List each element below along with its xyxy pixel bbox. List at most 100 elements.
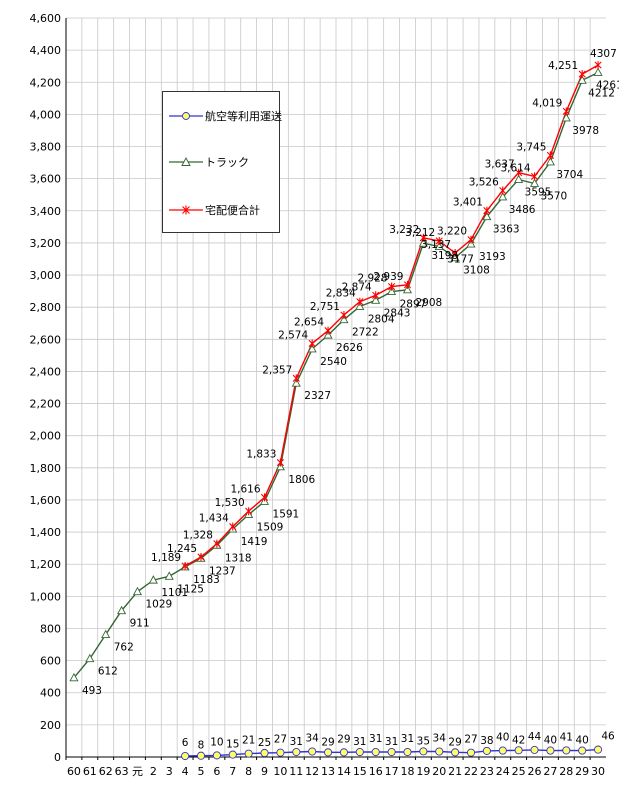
truck-point <box>85 653 95 663</box>
total-data-label: 2,654 <box>294 317 324 329</box>
total-point <box>340 311 348 320</box>
total-data-label: 3,526 <box>469 177 499 189</box>
y-tick-label: 2,600 <box>30 333 62 346</box>
truck-point <box>514 174 524 183</box>
air-point <box>435 747 444 756</box>
y-tick-label: 2,200 <box>30 398 62 411</box>
total-data-label: 3,212 <box>405 227 435 239</box>
truck-data-label: 2540 <box>320 356 347 368</box>
air-point <box>482 746 491 755</box>
air-data-label: 29 <box>321 736 334 748</box>
air-point <box>228 750 237 759</box>
air-data-label: 31 <box>290 736 303 748</box>
x-tick-label: 10 <box>273 765 287 778</box>
truck-point <box>498 192 508 201</box>
gridlines <box>66 17 606 758</box>
total-point <box>483 206 491 215</box>
legend-marker-triangle-icon <box>169 157 203 166</box>
series-line-truck <box>73 71 599 679</box>
total-point <box>372 291 380 300</box>
y-tick-label: 3,800 <box>30 141 62 154</box>
total-point <box>546 151 555 160</box>
truck-point <box>482 211 492 221</box>
truck-point <box>291 378 301 387</box>
y-tick-label: 200 <box>40 719 61 732</box>
air-data-label: 27 <box>274 734 287 746</box>
truck-point <box>307 344 317 353</box>
air-data-label: 31 <box>385 736 398 748</box>
x-tick-label: 3 <box>166 765 173 778</box>
truck-data-label: 2626 <box>336 342 363 354</box>
total-data-label: 3,232 <box>389 224 419 236</box>
total-data-label: 2,939 <box>373 271 403 283</box>
air-data-label: 41 <box>560 731 573 743</box>
x-tick-label: 12 <box>305 765 319 778</box>
y-tick-label: 4,200 <box>30 76 62 89</box>
total-data-label: 3,401 <box>453 197 483 209</box>
truck-data-label: 1101 <box>161 587 188 599</box>
air-point <box>451 748 460 757</box>
x-tick-label: 60 <box>67 765 81 778</box>
legend-marker-asterisk-icon <box>169 205 203 215</box>
x-tick-label: 25 <box>512 765 526 778</box>
truck-data-label: 3595 <box>525 186 552 198</box>
air-point <box>419 747 428 756</box>
y-tick-label: 800 <box>40 622 61 635</box>
y-tick-label: 1,200 <box>30 558 62 571</box>
air-data-label: 40 <box>575 735 588 747</box>
truck-data-label: 2843 <box>384 307 411 319</box>
total-point <box>245 507 253 516</box>
y-tick-label: 1,600 <box>30 494 62 507</box>
air-point <box>292 747 301 757</box>
air-data-label: 31 <box>401 733 414 745</box>
truck-data-label: 1183 <box>193 574 220 586</box>
legend-item-total: 宅配便合計 <box>169 202 260 218</box>
y-tick-label: 3,400 <box>30 205 62 218</box>
air-point <box>562 746 571 755</box>
air-data-label: 21 <box>242 735 255 747</box>
air-data-label: 8 <box>198 740 205 752</box>
x-tick-label: 14 <box>337 765 351 778</box>
truck-point <box>577 75 587 84</box>
air-data-label: 15 <box>226 739 239 751</box>
total-point <box>594 61 602 70</box>
air-point <box>196 751 206 760</box>
total-point <box>451 249 459 258</box>
x-tick-label: 22 <box>464 765 478 778</box>
total-point <box>356 297 364 306</box>
truck-point <box>402 284 413 294</box>
x-tick-label: 5 <box>198 765 205 778</box>
legend-label-air: 航空等利用運送 <box>205 110 282 123</box>
total-point <box>387 282 396 291</box>
y-tick-label: 1,400 <box>30 526 62 539</box>
air-data-label: 42 <box>512 734 525 746</box>
total-point <box>213 539 221 548</box>
air-data-label: 25 <box>258 737 271 749</box>
chart-legend: 航空等利用運送 トラック 宅配便合計 <box>162 91 282 233</box>
total-point <box>276 458 285 467</box>
air-point <box>181 751 190 761</box>
air-point <box>339 748 348 757</box>
air-data-label: 34 <box>433 733 447 745</box>
total-point <box>515 168 523 177</box>
truck-point <box>101 629 111 639</box>
y-tick-label: 3,200 <box>30 237 62 250</box>
total-data-label: 2,874 <box>342 281 372 293</box>
y-tick-label: 0 <box>54 751 61 764</box>
truck-point <box>69 672 79 682</box>
truck-point <box>339 314 349 324</box>
truck-data-label: 1509 <box>257 522 284 534</box>
total-point <box>308 339 316 348</box>
truck-data-label: 3486 <box>509 204 536 216</box>
truck-data-label: 3570 <box>541 190 568 202</box>
truck-point <box>529 178 540 187</box>
x-tick-label: 13 <box>321 765 335 778</box>
air-point <box>578 746 587 755</box>
total-data-label: 3,637 <box>485 159 515 171</box>
truck-point <box>434 241 444 251</box>
truck-data-label: 2908 <box>415 297 442 309</box>
legend-label-truck: トラック <box>205 156 249 169</box>
air-data-label: 34 <box>305 733 319 745</box>
y-tick-label: 1,800 <box>30 462 62 475</box>
x-tick-label: 29 <box>575 765 589 778</box>
